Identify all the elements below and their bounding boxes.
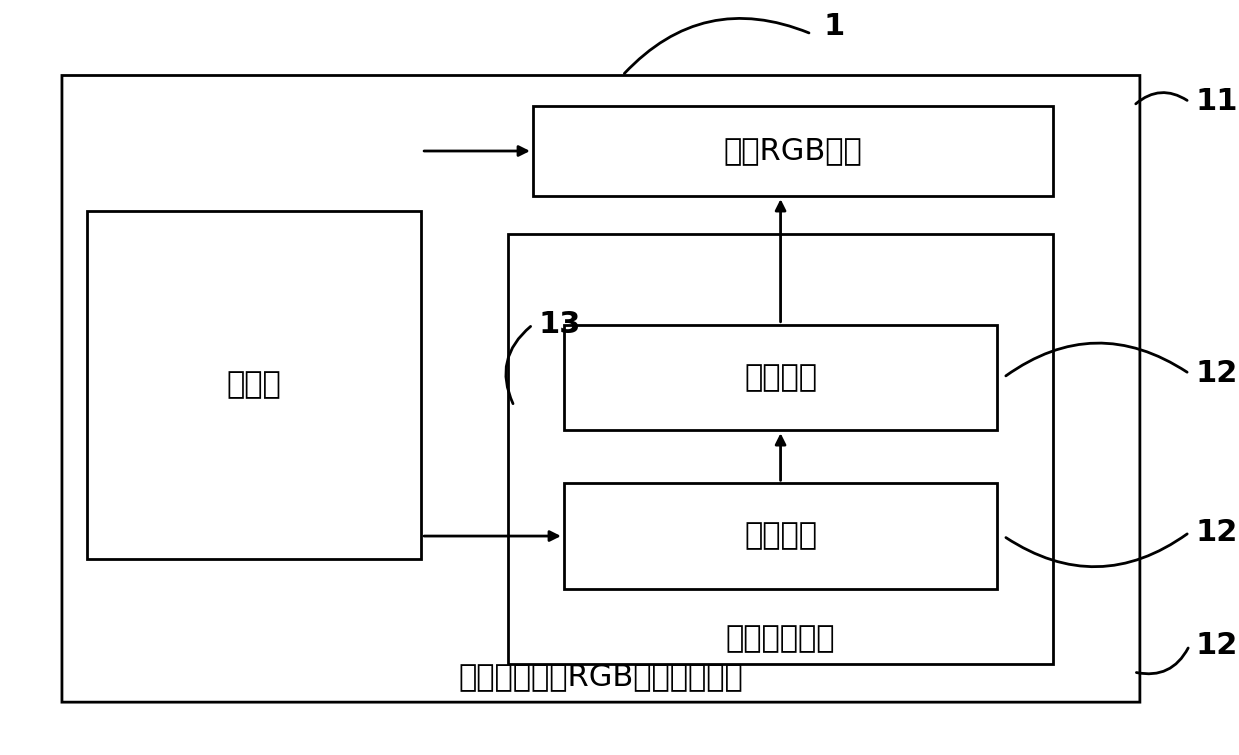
Bar (564, 483, 997, 589)
Text: 12: 12 (1196, 631, 1238, 660)
Bar (533, 106, 1053, 196)
Bar (87, 211, 421, 559)
Text: 驱动电机: 驱动电机 (745, 522, 817, 550)
Text: 旋转转轴: 旋转转轴 (745, 363, 817, 392)
Text: 旋转驱动装置: 旋转驱动装置 (726, 624, 835, 653)
Text: 1: 1 (824, 12, 845, 41)
Text: 交叉RGB灯带: 交叉RGB灯带 (724, 137, 862, 165)
Bar (564, 325, 997, 430)
Text: 11: 11 (1196, 88, 1238, 116)
Text: 13: 13 (539, 310, 581, 339)
Text: 交叉采样旋转RGB灯带显示装置: 交叉采样旋转RGB灯带显示装置 (458, 662, 743, 691)
Text: 122: 122 (1196, 359, 1239, 388)
Text: 121: 121 (1196, 518, 1239, 547)
Text: 处理器: 处理器 (227, 371, 281, 399)
Bar (508, 234, 1053, 664)
FancyBboxPatch shape (62, 76, 1140, 702)
